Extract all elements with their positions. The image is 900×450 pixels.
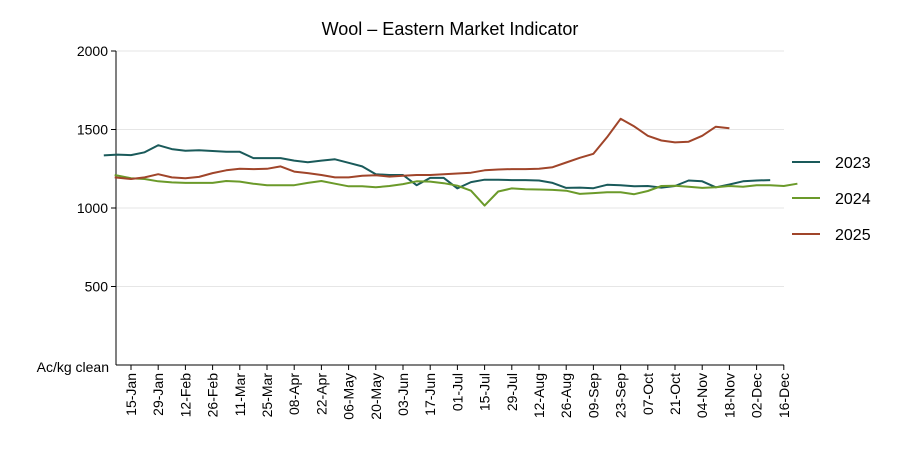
x-tick-label: 03-Jun	[395, 373, 411, 416]
x-axis-ticks: 15-Jan 29-Jan 12-Feb 26-Feb 11-Mar 25-Mar 08-A…	[123, 365, 792, 420]
grid-lines	[116, 50, 784, 287]
legend-label-2025: 2025	[835, 227, 871, 244]
x-tick-label: 26-Aug	[558, 373, 574, 418]
x-tick-label: 15-Jul	[477, 373, 493, 411]
x-tick-label: 23-Sep	[613, 373, 629, 418]
y-tick-label: 1500	[77, 122, 108, 138]
legend: 2023 2024 2025	[792, 155, 871, 244]
chart-title: Wool – Eastern Market Indicator	[322, 19, 579, 39]
series-line-2025	[114, 117, 730, 180]
series-lines	[103, 117, 798, 207]
x-tick-label: 07-Oct	[640, 373, 656, 415]
x-tick-label: 15-Jan	[123, 373, 139, 416]
legend-label-2024: 2024	[835, 191, 871, 208]
x-tick-label: 22-Apr	[313, 373, 329, 415]
x-tick-label: 25-Mar	[259, 373, 275, 418]
y-axis-label: Ac/kg clean	[37, 359, 109, 375]
x-tick-label: 18-Nov	[721, 373, 737, 418]
x-tick-label: 11-Mar	[232, 373, 248, 417]
y-axis-ticks: 500 1000 1500 2000	[77, 43, 116, 295]
legend-label-2023: 2023	[835, 155, 871, 172]
x-tick-label: 08-Apr	[286, 373, 302, 415]
x-tick-label: 29-Jul	[504, 373, 520, 411]
y-tick-label: 500	[85, 279, 109, 295]
series-line-2024	[114, 174, 798, 207]
x-tick-label: 01-Jul	[449, 373, 465, 411]
x-tick-label: 02-Dec	[749, 373, 765, 418]
x-tick-label: 12-Aug	[531, 373, 547, 418]
x-tick-label: 12-Feb	[177, 373, 193, 418]
y-tick-label: 2000	[77, 43, 108, 59]
x-tick-label: 09-Sep	[585, 373, 601, 418]
x-tick-label: 16-Dec	[776, 373, 792, 418]
x-tick-label: 06-May	[341, 373, 357, 420]
x-tick-label: 04-Nov	[694, 373, 710, 418]
x-tick-label: 17-Jun	[422, 373, 438, 416]
x-tick-label: 29-Jan	[150, 373, 166, 416]
x-tick-label: 20-May	[368, 373, 384, 420]
y-tick-label: 1000	[77, 200, 108, 216]
x-tick-label: 21-Oct	[667, 373, 683, 415]
x-tick-label: 26-Feb	[205, 373, 221, 418]
